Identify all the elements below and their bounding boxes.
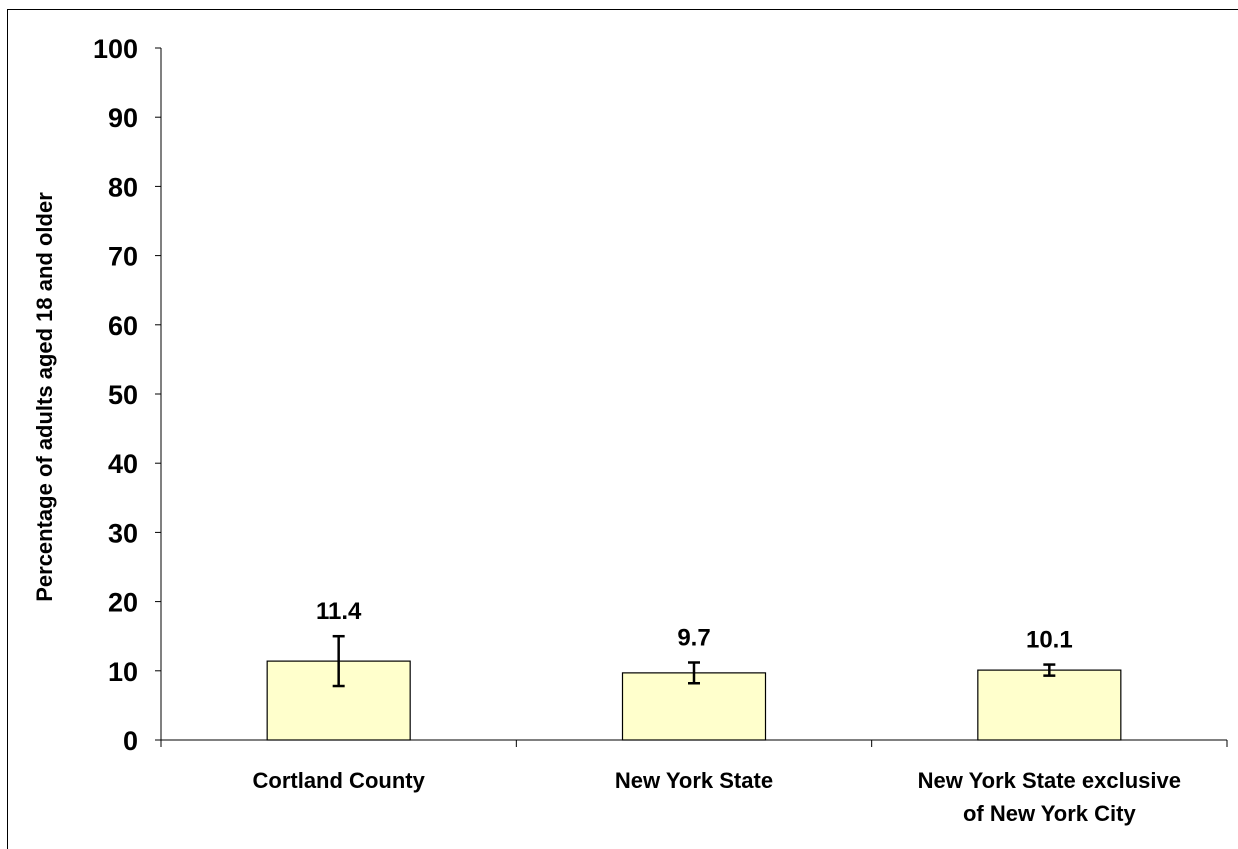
y-tick-label: 100 — [93, 34, 138, 64]
bar — [977, 669, 1122, 741]
y-tick-label: 30 — [108, 518, 138, 548]
y-axis-title: Percentage of adults aged 18 and older — [32, 192, 57, 602]
y-tick-label: 0 — [123, 726, 138, 756]
data-label: 10.1 — [1026, 627, 1073, 654]
category-label: Cortland County — [253, 768, 426, 793]
y-tick-label: 80 — [108, 172, 138, 202]
y-tick-label: 60 — [108, 311, 138, 341]
data-labels: 11.4 9.7 10.1 — [316, 598, 1073, 653]
y-tick-label: 70 — [108, 242, 138, 272]
x-ticks — [160, 740, 1228, 747]
y-tick-label: 40 — [108, 449, 138, 479]
y-tick-label: 90 — [108, 103, 138, 133]
error-bars — [332, 634, 1056, 688]
y-tick-label: 20 — [108, 588, 138, 618]
category-label: New York State exclusive — [918, 768, 1181, 793]
data-label: 9.7 — [677, 624, 710, 651]
chart-frame — [7, 9, 1238, 849]
category-label: of New York City — [963, 801, 1137, 826]
data-label: 11.4 — [316, 598, 362, 625]
y-axis-title-group: Percentage of adults aged 18 and older — [32, 192, 57, 602]
y-tick-label: 50 — [108, 380, 138, 410]
category-labels: Cortland County New York State New York St… — [253, 768, 1181, 826]
y-tick-label: 10 — [108, 657, 138, 687]
category-label: New York State — [615, 768, 773, 793]
y-ticks: 0 10 20 30 40 50 60 70 80 90 100 — [93, 34, 161, 756]
